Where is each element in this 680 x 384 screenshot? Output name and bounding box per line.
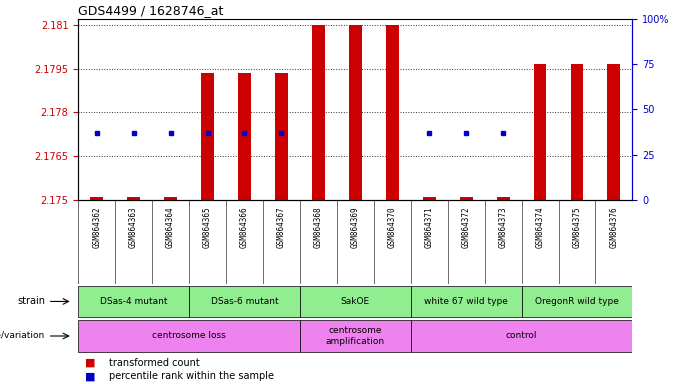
Bar <box>78 286 189 317</box>
Bar <box>496 197 509 200</box>
Text: GSM864366: GSM864366 <box>240 207 249 248</box>
Bar <box>300 286 411 317</box>
Bar <box>201 73 214 200</box>
Bar <box>522 286 632 317</box>
Text: GSM864363: GSM864363 <box>129 207 138 248</box>
Bar <box>460 197 473 200</box>
Text: centrosome
amplification: centrosome amplification <box>326 326 385 346</box>
Bar <box>386 25 398 200</box>
Text: GSM864364: GSM864364 <box>166 207 175 248</box>
Bar <box>164 197 177 200</box>
Bar <box>189 286 300 317</box>
Text: GSM864372: GSM864372 <box>462 207 471 248</box>
Text: percentile rank within the sample: percentile rank within the sample <box>109 371 274 381</box>
Text: genotype/variation: genotype/variation <box>0 331 45 341</box>
Text: GSM864373: GSM864373 <box>498 207 507 248</box>
Text: transformed count: transformed count <box>109 358 199 368</box>
Bar <box>411 320 632 352</box>
Bar <box>411 286 522 317</box>
Text: DSas-6 mutant: DSas-6 mutant <box>211 297 278 306</box>
Text: ■: ■ <box>85 358 95 368</box>
Bar <box>534 64 547 200</box>
Text: ■: ■ <box>85 371 95 381</box>
Text: GSM864367: GSM864367 <box>277 207 286 248</box>
Bar <box>349 25 362 200</box>
Bar <box>300 320 411 352</box>
Bar <box>423 197 436 200</box>
Text: control: control <box>506 331 537 341</box>
Text: GSM864365: GSM864365 <box>203 207 212 248</box>
Bar <box>312 25 325 200</box>
Text: GSM864374: GSM864374 <box>536 207 545 248</box>
Text: GSM864376: GSM864376 <box>609 207 618 248</box>
Bar <box>78 320 300 352</box>
Text: GSM864362: GSM864362 <box>92 207 101 248</box>
Bar <box>238 73 251 200</box>
Text: SakOE: SakOE <box>341 297 370 306</box>
Text: GDS4499 / 1628746_at: GDS4499 / 1628746_at <box>78 3 224 17</box>
Text: GSM864371: GSM864371 <box>425 207 434 248</box>
Text: GSM864368: GSM864368 <box>314 207 323 248</box>
Bar <box>571 64 583 200</box>
Text: GSM864369: GSM864369 <box>351 207 360 248</box>
Text: DSas-4 mutant: DSas-4 mutant <box>100 297 167 306</box>
Bar <box>275 73 288 200</box>
Bar <box>127 197 140 200</box>
Text: strain: strain <box>17 296 45 306</box>
Text: centrosome loss: centrosome loss <box>152 331 226 341</box>
Bar <box>607 64 620 200</box>
Bar <box>90 197 103 200</box>
Text: GSM864370: GSM864370 <box>388 207 396 248</box>
Text: white 67 wild type: white 67 wild type <box>424 297 508 306</box>
Text: OregonR wild type: OregonR wild type <box>535 297 619 306</box>
Text: GSM864375: GSM864375 <box>573 207 581 248</box>
